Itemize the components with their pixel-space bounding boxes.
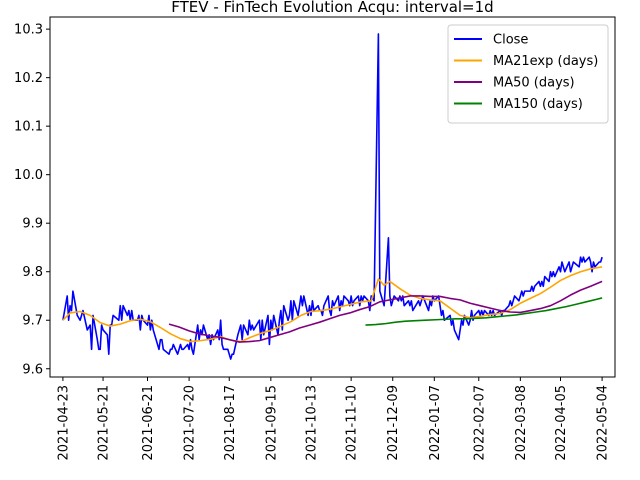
y-tick-label: 9.8: [22, 265, 43, 280]
y-tick-label: 9.9: [22, 217, 43, 232]
x-tick-label: 2021-08-17: [223, 385, 238, 461]
x-tick-label: 2022-01-07: [428, 385, 443, 461]
y-tick-label: 9.6: [22, 362, 43, 377]
legend-label-3: MA150 (days): [493, 97, 583, 112]
x-tick-label: 2021-04-23: [56, 385, 71, 461]
y-tick-label: 9.7: [22, 314, 43, 329]
x-tick-label: 2022-03-08: [514, 385, 529, 461]
legend-label-2: MA50 (days): [493, 76, 575, 91]
series-line-1: [62, 266, 603, 343]
x-tick-label: 2022-05-04: [596, 385, 611, 461]
x-tick-label: 2021-11-10: [345, 385, 360, 461]
legend-label-0: Close: [493, 33, 528, 48]
y-tick-label: 10.2: [14, 71, 43, 86]
x-tick-label: 2021-06-21: [141, 385, 156, 461]
chart-title: FTEV - FinTech Evolution Acqu: interval=…: [171, 0, 493, 16]
y-tick-label: 10.3: [14, 23, 43, 38]
series-layer: [62, 33, 603, 360]
legend-label-1: MA21exp (days): [493, 54, 598, 69]
series-line-3: [365, 297, 603, 326]
x-tick-label: 2022-04-05: [554, 385, 569, 461]
y-tick-label: 10.1: [14, 120, 43, 135]
legend: Close MA21exp (days) MA50 (days) MA150 (day…: [447, 24, 609, 124]
x-tick-label: 2021-09-15: [264, 385, 279, 461]
plot-area-frame: [49, 16, 616, 378]
x-tick-label: 2021-05-21: [97, 385, 112, 461]
axis-layer: 9.6 9.7 9.8 9.9 10.0 10.1 10.2 10.3 2021-04-23 20…: [14, 23, 611, 461]
series-line-0: [62, 33, 603, 360]
x-tick-label: 2021-10-13: [304, 385, 319, 461]
y-tick-label: 10.0: [14, 168, 43, 183]
x-tick-label: 2021-12-09: [386, 385, 401, 461]
series-line-2: [168, 280, 603, 343]
x-tick-label: 2022-02-07: [472, 385, 487, 461]
x-tick-label: 2021-07-20: [183, 385, 198, 461]
legend-box: [447, 24, 609, 124]
